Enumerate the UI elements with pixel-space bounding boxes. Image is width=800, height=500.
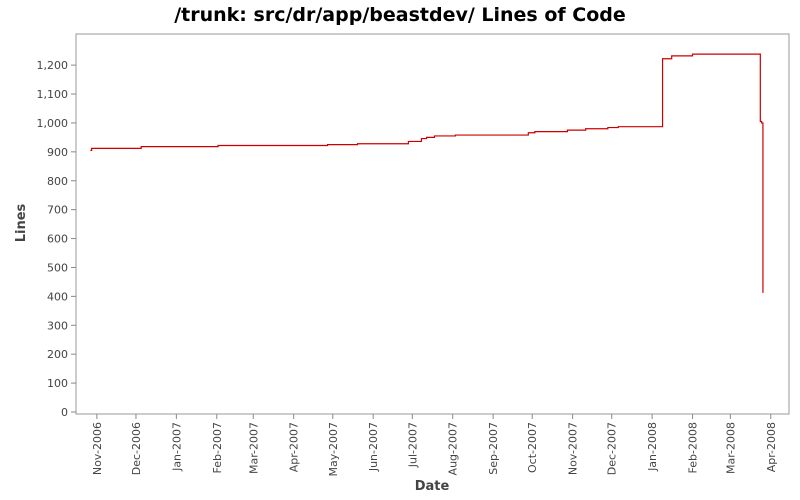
y-axis: 0 100 200 300 400 500 600 700 800 900 1,000 1,100 1,… [37,59,76,419]
x-tick-label: Sep-2007 [487,422,500,475]
y-tick-label: 200 [47,348,68,361]
x-tick-label: Aug-2007 [447,422,460,475]
x-tick-label: Jun-2007 [367,422,380,472]
y-tick-label: 800 [47,175,68,188]
y-tick-label: 700 [47,204,68,217]
x-tick-label: Mar-2008 [724,422,737,474]
y-tick-label: 300 [47,319,68,332]
x-tick-label: Mar-2007 [247,422,260,474]
x-tick-label: Feb-2007 [211,422,224,473]
y-tick-label: 100 [47,377,68,390]
x-tick-label: Apr-2007 [288,422,301,472]
x-tick-label: Nov-2006 [91,422,104,475]
y-tick-label: 1,200 [37,59,69,72]
plot-area [75,33,790,415]
x-axis-label: Date [415,479,450,494]
y-tick-label: 400 [47,290,68,303]
x-tick-label: Jan-2008 [646,422,659,472]
y-tick-label: 1,100 [37,88,69,101]
y-tick-label: 900 [47,146,68,159]
x-tick-label: May-2007 [327,422,340,477]
y-axis-label: Lines [14,203,29,242]
y-tick-label: 600 [47,233,68,246]
y-tick-label: 500 [47,261,68,274]
x-tick-label: Nov-2007 [567,422,580,475]
y-tick-label: 0 [61,406,68,419]
x-axis: Nov-2006 Dec-2006 Jan-2007 Feb-2007 Mar-2007… [91,414,778,477]
x-tick-label: Dec-2007 [606,422,619,475]
x-tick-label: Jan-2007 [170,422,183,472]
x-tick-label: Feb-2008 [687,422,700,473]
x-tick-label: Oct-2007 [526,422,539,473]
x-tick-label: Dec-2006 [130,422,143,475]
x-tick-label: Apr-2008 [765,422,778,472]
x-tick-label: Jul-2007 [406,422,419,468]
chart-title: /trunk: src/dr/app/beastdev/ Lines of Co… [174,4,626,26]
y-tick-label: 1,000 [37,117,69,130]
series-layer [90,53,764,293]
